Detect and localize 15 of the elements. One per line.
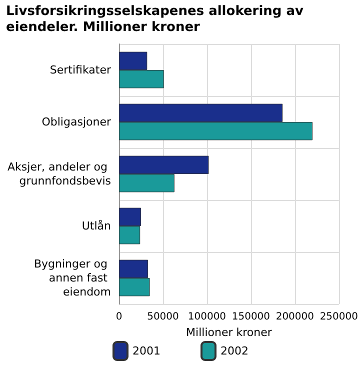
y-tick-label: Obligasjoner	[42, 116, 112, 128]
x-tick-label: 150000	[232, 312, 270, 322]
x-axis-title: Millioner kroner	[186, 326, 272, 339]
x-tick-label: 100000	[188, 312, 226, 322]
x-tick-label: 50000	[147, 312, 179, 322]
x-tick-label: 0	[116, 312, 122, 322]
y-tick-label: Aksjer, andeler og grunnfondsbevis	[8, 160, 112, 188]
legend-label: 2002	[220, 344, 248, 358]
y-tick-label: Bygninger og annen fast eiendom	[34, 258, 111, 298]
y-tick-label: Sertifikater	[50, 64, 112, 76]
chart-title: Livsforsikringsselskapenes allokering av eiendeler. Millioner kroner	[6, 4, 305, 36]
y-tick-label: Utlån	[82, 220, 112, 232]
x-tick-label: 200000	[276, 312, 314, 322]
x-tick-label: 250000	[320, 312, 358, 322]
legend-label: 2001	[132, 344, 161, 358]
